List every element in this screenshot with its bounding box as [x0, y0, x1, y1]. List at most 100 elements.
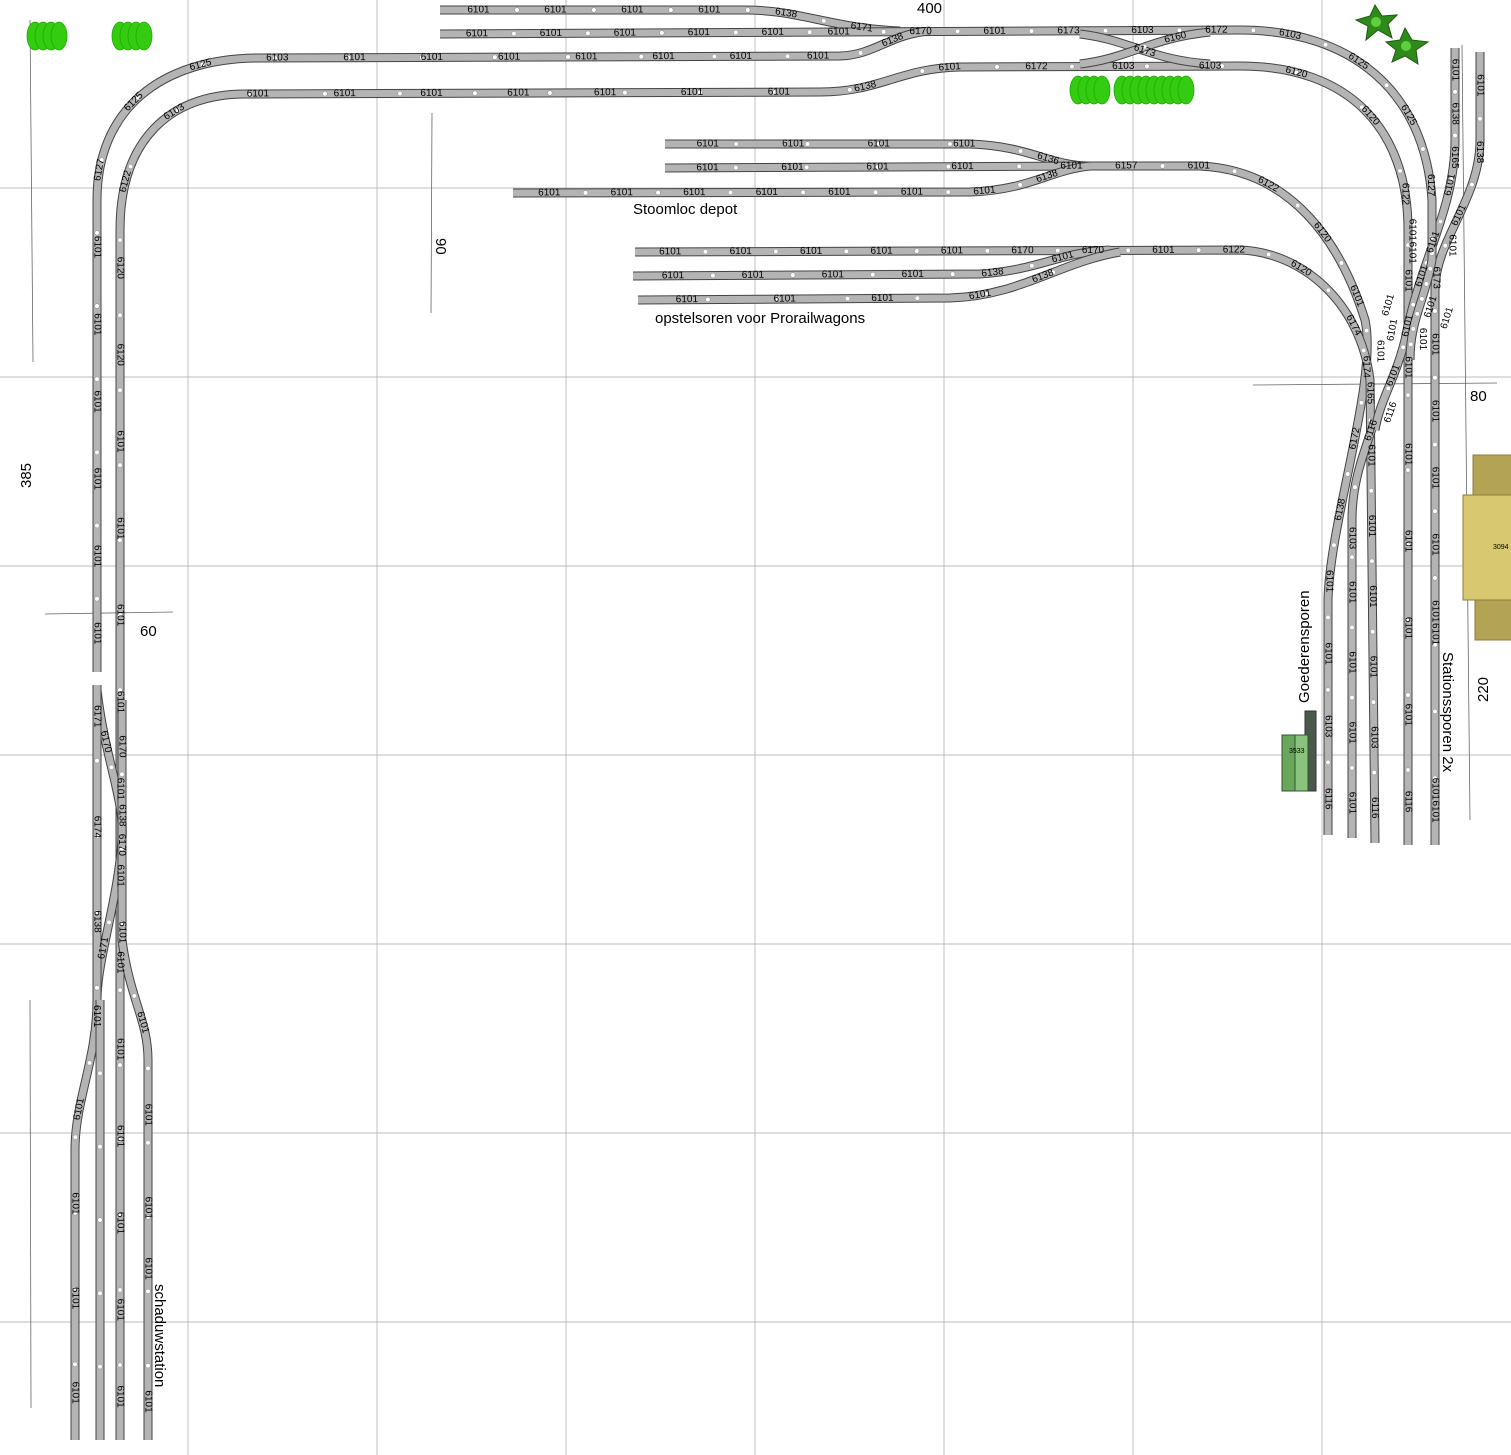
dimension-line-385-lower [29, 999, 32, 1409]
track-joint [1370, 629, 1376, 635]
track-piece-label: 6101 [1403, 704, 1414, 727]
track-joint [72, 1210, 78, 1216]
dimension-line-60 [44, 611, 174, 615]
track [115, 61, 1413, 1440]
track-piece-label: 6138 [774, 6, 798, 20]
track-joint [127, 163, 134, 170]
track [1079, 27, 1211, 69]
track-piece-label: 6101 [828, 187, 851, 198]
track-piece-label: 6138 [117, 804, 128, 827]
track-piece-label: 6101 [334, 88, 357, 99]
track-piece-label: 6101 [742, 270, 765, 281]
track-piece-label: 6101 [730, 246, 753, 257]
track-joint [119, 920, 125, 926]
track-joint [804, 141, 811, 147]
track-joint [1325, 759, 1331, 766]
conifer-tree-highlight [1401, 41, 1411, 51]
track-piece-label: 6101 [115, 865, 126, 888]
track-joint [1432, 775, 1438, 781]
track-piece-label: 6101 [575, 51, 598, 62]
track-piece-label: 6101 [1367, 585, 1378, 608]
track-joint [1050, 269, 1056, 275]
track-piece-label: 6127 [1425, 174, 1436, 197]
track-piece-label: 6174 [1361, 356, 1372, 379]
track-joint [397, 90, 403, 97]
track-joint [175, 107, 181, 113]
track-piece-label: 6101 [696, 162, 719, 173]
track-joint [1432, 308, 1438, 314]
track-joint [1432, 642, 1438, 648]
track [512, 161, 1091, 198]
trees [26, 21, 1195, 105]
track-joint [1016, 163, 1022, 169]
tracks [70, 5, 1485, 1440]
track-joint [844, 296, 851, 302]
tree-icon [1093, 75, 1111, 105]
track-joint [1429, 250, 1435, 256]
track-piece-label: 6101 [1400, 313, 1416, 338]
track-piece-label: 6172 [1347, 426, 1362, 450]
track-piece-label: 6171 [92, 705, 103, 728]
tree-icon [50, 21, 68, 51]
dimension-line-90 [430, 112, 433, 314]
track-piece-label: 6101 [1380, 292, 1397, 317]
track-piece-label: 6101 [115, 604, 126, 627]
track-piece-label: 6101 [1060, 161, 1083, 172]
label-goederensporen: Goederensporen [1296, 590, 1313, 703]
track-piece-label: 6101 [870, 246, 893, 257]
track-joint [1055, 248, 1061, 254]
track-joint [1159, 163, 1166, 169]
track-piece-label: 6101 [1366, 515, 1377, 538]
track-piece-label: 6101 [343, 52, 366, 63]
track-joint [419, 54, 425, 60]
track-piece-label: 6127 [92, 158, 107, 182]
track-piece-label: 6101 [1385, 318, 1400, 342]
track-joint [876, 141, 882, 147]
track-piece-label: 6101 [1403, 617, 1414, 640]
track-joint [72, 1286, 78, 1292]
track-piece-label: 6103 [1112, 61, 1135, 72]
track [637, 247, 1121, 305]
track-piece-label: 6101 [1152, 245, 1175, 256]
track-piece-label: 6165 [1449, 146, 1460, 169]
track-joint [1069, 64, 1075, 70]
track-piece-label: 6101 [730, 51, 753, 62]
track-joint [1420, 146, 1426, 152]
track-joint [511, 31, 517, 37]
track-joint [733, 29, 739, 36]
track-piece-label: 6171 [850, 21, 874, 35]
track-piece-label: 6101 [866, 161, 889, 172]
goods-shed: 3533 [1281, 710, 1317, 792]
track-joint [72, 1361, 78, 1367]
track [70, 685, 102, 1440]
track-joint [1219, 63, 1225, 69]
track-piece-label: 6101 [614, 28, 637, 39]
track-joint [117, 237, 123, 243]
track-joint [1405, 467, 1411, 473]
track [117, 700, 153, 1440]
track-piece-label: 6138 [1474, 141, 1485, 164]
track-joint [1385, 385, 1391, 391]
track-joint [1442, 243, 1448, 249]
track-piece-label: 6101 [1430, 778, 1441, 801]
track-piece-label: 6101 [115, 778, 126, 801]
track-piece-label: 6101 [828, 26, 851, 37]
track-joint [994, 64, 1000, 70]
track-piece-label: 6101 [1347, 722, 1358, 745]
track-piece-label: 6101 [951, 161, 974, 172]
track-joint [1144, 63, 1150, 69]
track-piece-label: 6101 [143, 1390, 154, 1413]
track-piece-label: 6101 [941, 245, 964, 256]
track-joint [117, 312, 123, 318]
track-joint [1405, 392, 1411, 398]
track-joint [1349, 695, 1355, 701]
track-piece-label: 6101 [621, 5, 644, 16]
track [92, 26, 931, 672]
track-joint [1405, 692, 1411, 698]
track-joint [984, 291, 990, 297]
track-joint [585, 30, 591, 36]
track-joint [873, 189, 879, 195]
track-piece-label: 6120 [1284, 65, 1309, 81]
track-joint [72, 1134, 79, 1140]
